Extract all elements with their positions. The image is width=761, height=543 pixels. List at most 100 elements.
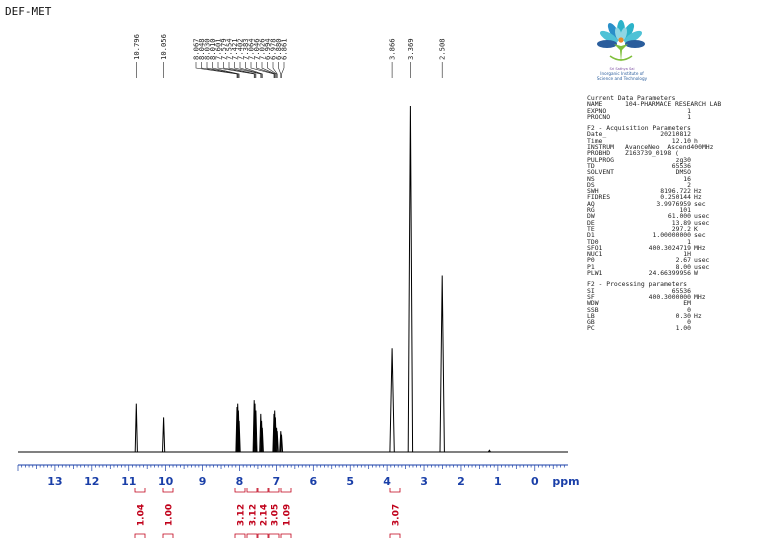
parameter-key: PLW1 xyxy=(587,269,603,278)
spectrum-peak xyxy=(389,348,395,453)
parameter-unit: sec xyxy=(694,231,706,240)
spectrum-peak xyxy=(275,431,279,453)
logo-petals xyxy=(597,20,645,48)
parameter-value: 12.10 xyxy=(671,136,691,145)
parameter-row: PC 1.00 xyxy=(587,325,759,332)
x-tick-label: 6 xyxy=(309,475,317,488)
parameter-value: 0.30 xyxy=(675,311,691,320)
parameter-value: 13.89 xyxy=(671,218,691,227)
x-axis: 13 12 11 10 9 8 7 6 5 4 3 2 1 0 ppm xyxy=(17,464,580,488)
parameter-key: PROBHD xyxy=(587,149,611,158)
parameter-unit: usec xyxy=(694,212,710,221)
spectrum-peak xyxy=(162,417,166,453)
peak-label: 7.064 xyxy=(247,38,256,60)
acquisition-parameters-panel: Current Data Parameters NAME 104-PHARMACE … xyxy=(587,95,759,337)
spectrum-peak xyxy=(253,403,257,453)
x-tick-label: 11 xyxy=(121,475,136,488)
peak-label-connector xyxy=(272,62,278,78)
x-tick-label: 2 xyxy=(457,475,465,488)
parameter-unit: MHz xyxy=(694,292,706,301)
integral-bracket-bottom xyxy=(257,533,269,538)
parameter-unit: Hz xyxy=(694,187,702,196)
parameter-value: 1 xyxy=(687,112,691,121)
parameter-key: EXPNO xyxy=(587,106,607,115)
peak-label: 7.383 xyxy=(241,38,250,60)
parameter-key: LB xyxy=(587,311,595,320)
parameter-row: P1 8.00 usec xyxy=(587,263,759,270)
parameter-unit: sec xyxy=(694,199,706,208)
parameter-value: 65536 xyxy=(671,161,691,170)
peak-label-connector xyxy=(267,62,277,78)
parameter-value: 101 xyxy=(679,206,691,215)
parameter-value: 61.000 xyxy=(667,212,691,221)
parameter-unit: h xyxy=(694,136,698,145)
parameter-unit: Hz xyxy=(694,193,702,202)
x-tick-label: 7 xyxy=(273,475,281,488)
parameter-key: SOLVENT xyxy=(587,168,614,177)
peak-label: 7.026 xyxy=(258,38,267,60)
parameter-row: Time 12.10 h xyxy=(587,136,759,145)
parameter-row: NS 16 xyxy=(587,174,759,183)
spectrum-peak xyxy=(134,403,138,453)
peak-label: 6.880 xyxy=(274,38,283,60)
parameter-section: Current Data Parameters NAME 104-PHARMACE … xyxy=(587,95,759,121)
x-tick-label: 5 xyxy=(346,475,354,488)
integral-bracket-bottom xyxy=(134,533,146,538)
spectrum-peak xyxy=(236,410,240,453)
spectrum-peak xyxy=(487,449,491,453)
parameter-row: SWH 8196.722 Hz xyxy=(587,187,759,196)
spectrum-peak xyxy=(254,410,258,453)
parameter-row: FIDRES 0.250144 Hz xyxy=(587,193,759,202)
peak-label-group: 10.796 10.056 8.0678.0488.0308.0107.6017.5… xyxy=(132,34,447,60)
integral-bracket xyxy=(257,488,269,493)
spectrum-peak xyxy=(273,410,277,453)
parameter-key: Time xyxy=(587,136,603,145)
parameter-value: 1H xyxy=(683,250,691,259)
parameter-key: SI xyxy=(587,286,595,295)
integral-value: 2.14 xyxy=(260,504,270,526)
parameter-unit: usec xyxy=(694,218,710,227)
peak-label: 8.010 xyxy=(208,38,217,60)
parameter-value: 2 xyxy=(687,180,691,189)
peak-label: 10.796 xyxy=(132,34,141,60)
parameter-key: FIDRES xyxy=(587,193,611,202)
parameter-key: AQ xyxy=(587,199,595,208)
integral-group: 1.04 1.00 3.12 3.12 2.14 3.05 1.09 3.07 xyxy=(134,488,402,538)
peak-label-connector xyxy=(195,62,238,78)
x-tick-label: 3 xyxy=(420,475,428,488)
parameter-value: 0.250144 xyxy=(660,193,691,202)
integral-bracket xyxy=(268,488,280,493)
spectrum-peak xyxy=(237,420,241,453)
peak-label: 7.601 xyxy=(214,38,223,60)
parameter-key: NS xyxy=(587,174,595,183)
x-tick-label: 9 xyxy=(199,475,207,488)
x-tick-label: 8 xyxy=(236,475,244,488)
peak-label: 3.369 xyxy=(406,38,415,60)
parameter-value: EM xyxy=(683,299,691,308)
institute-logo xyxy=(597,20,645,62)
integral-bracket xyxy=(389,488,401,493)
parameter-key: NUC1 xyxy=(587,250,603,259)
parameter-row: PLW1 24.66399956 W xyxy=(587,269,759,278)
spectrum-peak xyxy=(439,275,445,453)
parameter-value: Z163739_0198 ( xyxy=(625,149,679,158)
peak-label: 8.048 xyxy=(197,38,206,60)
parameter-key: TE xyxy=(587,224,595,233)
peak-label-connector xyxy=(201,62,238,78)
parameter-key: DE xyxy=(587,218,595,227)
parameter-row: SI 65536 xyxy=(587,286,759,295)
peak-label: 7.554 xyxy=(225,38,234,60)
parameter-row: GB 0 xyxy=(587,318,759,327)
parameter-row: SOLVENT DMSO xyxy=(587,168,759,177)
peak-label-connector xyxy=(256,62,275,78)
peak-label: 6.861 xyxy=(280,38,289,60)
x-axis-label: ppm xyxy=(552,475,579,488)
spectrum-peak xyxy=(260,427,264,453)
parameter-value: 0 xyxy=(687,318,691,327)
parameter-row: RG 101 xyxy=(587,206,759,215)
peak-label-connector xyxy=(278,62,282,78)
integral-bracket-bottom xyxy=(389,533,401,538)
parameter-key: TD xyxy=(587,161,595,170)
parameter-value: 20210812 xyxy=(660,130,691,139)
